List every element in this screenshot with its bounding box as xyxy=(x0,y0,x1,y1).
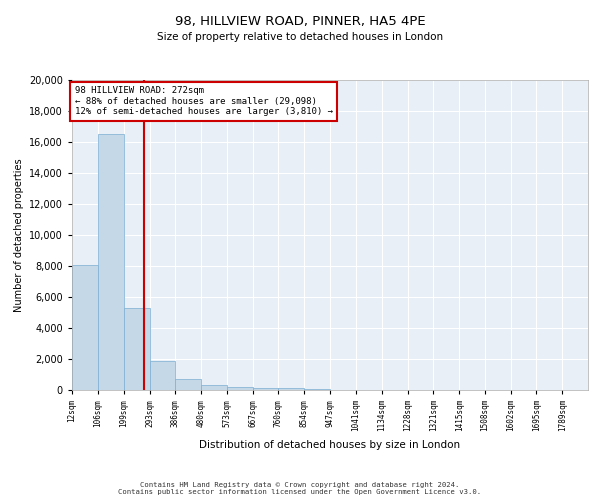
Bar xyxy=(98,134,124,390)
Bar xyxy=(201,384,227,390)
Bar xyxy=(278,388,304,390)
Bar xyxy=(149,360,175,390)
Y-axis label: Number of detached properties: Number of detached properties xyxy=(14,158,23,312)
Bar xyxy=(304,389,330,390)
Bar xyxy=(175,379,201,390)
Text: Size of property relative to detached houses in London: Size of property relative to detached ho… xyxy=(157,32,443,42)
Bar xyxy=(124,308,149,390)
X-axis label: Distribution of detached houses by size in London: Distribution of detached houses by size … xyxy=(199,440,461,450)
Bar xyxy=(253,388,278,390)
Text: 98, HILLVIEW ROAD, PINNER, HA5 4PE: 98, HILLVIEW ROAD, PINNER, HA5 4PE xyxy=(175,15,425,28)
Text: 98 HILLVIEW ROAD: 272sqm
← 88% of detached houses are smaller (29,098)
12% of se: 98 HILLVIEW ROAD: 272sqm ← 88% of detach… xyxy=(75,86,333,116)
Bar xyxy=(227,387,253,390)
Bar xyxy=(72,265,98,390)
Text: Contains HM Land Registry data © Crown copyright and database right 2024.
Contai: Contains HM Land Registry data © Crown c… xyxy=(118,482,482,495)
